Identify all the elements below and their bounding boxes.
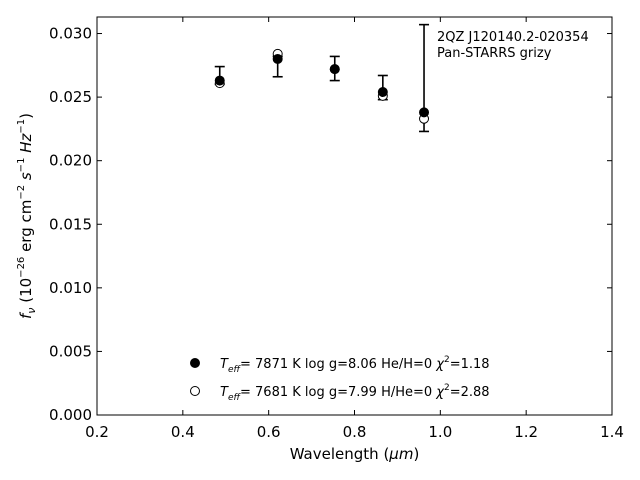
legend-filled-marker [190,358,200,368]
legend: Teff= 7871 K log g=8.06 He/H=0 χ2=1.18 T… [190,355,490,403]
x-axis-title: Wavelength (μm) [290,445,420,463]
legend-open-marker [190,386,200,396]
point-filled [272,53,283,64]
x-tick-label: 0.4 [171,423,195,441]
x-tick-label: 1.4 [600,423,624,441]
x-tick-label: 0.8 [343,423,367,441]
y-tick-label: 0.010 [49,279,92,297]
y-tick-label: 0.005 [49,342,92,360]
y-tick-label: 0.000 [49,406,92,424]
y-axis-title: fν (10−26 erg cm−2 s−1 Hz−1) [16,113,38,319]
data-points [214,48,430,124]
y-tick-label: 0.030 [49,25,92,43]
legend-entry-1: Teff= 7871 K log g=8.06 He/H=0 χ2=1.18 [220,355,490,375]
y-tick-label: 0.025 [49,88,92,106]
y-axis-ticks: 0.000 0.005 0.010 0.015 0.020 0.025 0.030 [49,25,612,424]
y-tick-label: 0.020 [49,152,92,170]
y-tick-label: 0.015 [49,215,92,233]
legend-entry-2: Teff= 7681 K log g=7.99 H/He=0 χ2=2.88 [220,383,490,403]
point-filled [419,107,430,118]
point-filled [214,75,225,86]
x-tick-label: 1.0 [428,423,452,441]
annotation-object-name: 2QZ J120140.2-020354 [437,30,589,45]
plot-frame [96,16,613,416]
x-tick-label: 1.2 [514,423,538,441]
annotation-survey: Pan-STARRS grizy [437,46,552,61]
x-axis-ticks: 0.2 0.4 0.6 0.8 1.0 1.2 1.4 [85,17,624,441]
error-bars [214,23,430,133]
point-filled [377,87,388,98]
x-tick-label: 0.2 [85,423,109,441]
point-filled [329,64,340,75]
x-tick-label: 0.6 [257,423,281,441]
